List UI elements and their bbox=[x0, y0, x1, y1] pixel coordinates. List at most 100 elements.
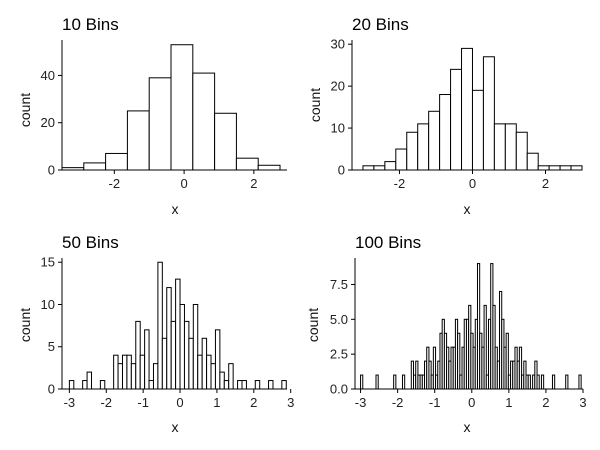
histogram-bar bbox=[362, 165, 375, 171]
histogram-bar bbox=[268, 380, 274, 390]
panel-100-bins: 100 Bins count x -3 -2 -1 0 1 2 3 0.0 2.5 5.0 7.5 bbox=[305, 233, 587, 435]
histogram-bar bbox=[428, 110, 441, 171]
x-tick-label: 1 bbox=[213, 395, 220, 410]
x-tick-label: 1 bbox=[505, 395, 512, 410]
x-tick-label: -2 bbox=[100, 395, 112, 410]
y-axis-title: count bbox=[305, 308, 321, 342]
histogram-bar bbox=[83, 162, 107, 171]
histogram-bar bbox=[281, 380, 287, 390]
x-tick-label: 0 bbox=[180, 176, 187, 191]
histogram-bar bbox=[515, 131, 528, 171]
x-tick-label: -2 bbox=[109, 176, 121, 191]
histogram-bar bbox=[144, 329, 150, 390]
histogram-bar bbox=[201, 337, 208, 390]
x-tick-label: -2 bbox=[394, 176, 406, 191]
y-tick-label: 2.5 bbox=[330, 347, 348, 362]
histogram-bar bbox=[482, 56, 495, 171]
histogram-bar bbox=[192, 303, 199, 390]
histogram-bar bbox=[148, 77, 172, 171]
histogram-bar bbox=[526, 152, 539, 171]
x-tick-label: 2 bbox=[250, 395, 257, 410]
histogram-bar bbox=[395, 148, 408, 171]
x-axis-title: x bbox=[172, 201, 179, 217]
histogram-bar bbox=[257, 164, 281, 171]
x-tick-label: 0 bbox=[469, 176, 476, 191]
histogram-bar bbox=[360, 374, 364, 390]
histogram-bar bbox=[179, 303, 185, 390]
x-tick-label: -2 bbox=[392, 395, 404, 410]
histogram-bar bbox=[126, 354, 132, 390]
panel-title: 100 Bins bbox=[355, 233, 421, 252]
x-axis-title: x bbox=[464, 419, 471, 435]
x-tick-label: 2 bbox=[250, 176, 257, 191]
histogram-bar bbox=[206, 354, 212, 390]
y-axis-title: count bbox=[17, 93, 33, 127]
histogram-bar bbox=[393, 374, 397, 390]
histogram-bar bbox=[170, 44, 194, 171]
histogram-bar bbox=[254, 380, 261, 390]
x-axis-title: x bbox=[172, 419, 179, 435]
histogram-bar bbox=[373, 165, 386, 171]
panel-title: 50 Bins bbox=[62, 233, 119, 252]
histogram-bar bbox=[161, 337, 168, 390]
histogram-bar bbox=[375, 374, 379, 390]
x-tick-label: -3 bbox=[64, 395, 76, 410]
histogram-bar bbox=[228, 363, 234, 390]
histogram-bar bbox=[565, 374, 569, 390]
y-tick-label: 10 bbox=[41, 297, 55, 312]
y-tick-label: 5 bbox=[48, 339, 55, 354]
y-axis-title: count bbox=[307, 88, 323, 122]
histogram-bar bbox=[86, 371, 93, 390]
histogram-bar bbox=[105, 152, 128, 171]
panel-title: 20 Bins bbox=[352, 15, 409, 34]
x-tick-label: -3 bbox=[355, 395, 367, 410]
histogram-bar bbox=[148, 380, 154, 390]
histogram-bar bbox=[570, 165, 583, 171]
y-tick-label: 7.5 bbox=[330, 277, 348, 292]
x-tick-label: 0 bbox=[468, 395, 475, 410]
histogram-bar bbox=[121, 354, 128, 390]
panel-title: 10 Bins bbox=[62, 15, 119, 34]
y-tick-label: 20 bbox=[41, 115, 55, 130]
histogram-bar bbox=[82, 380, 88, 390]
histogram-bar bbox=[175, 278, 181, 390]
histogram-bar bbox=[139, 354, 146, 390]
histogram-bar bbox=[439, 94, 452, 171]
histogram-bar bbox=[210, 363, 216, 390]
histogram-bar bbox=[384, 161, 397, 171]
histogram-bar bbox=[559, 165, 572, 171]
y-tick-label: 0 bbox=[48, 163, 55, 178]
histogram-bar bbox=[551, 374, 556, 390]
histogram-bar bbox=[235, 157, 259, 171]
histogram-bar bbox=[188, 337, 194, 390]
histogram-bar bbox=[241, 380, 247, 390]
histogram-bar bbox=[166, 287, 172, 390]
histogram-bar bbox=[406, 131, 419, 171]
x-tick-label: 0 bbox=[176, 395, 183, 410]
y-axis-title: count bbox=[17, 308, 33, 342]
histogram-bar bbox=[113, 354, 119, 390]
histogram-bar bbox=[152, 363, 159, 390]
y-tick-label: 15 bbox=[41, 255, 55, 270]
histogram-bar bbox=[537, 165, 550, 171]
x-tick-label: 2 bbox=[542, 176, 549, 191]
histogram-bar bbox=[135, 320, 141, 390]
x-tick-label: 2 bbox=[542, 395, 549, 410]
y-tick-label: 0 bbox=[338, 163, 345, 178]
y-tick-label: 0.0 bbox=[330, 382, 348, 397]
x-axis-title: x bbox=[464, 201, 471, 217]
y-tick-label: 5.0 bbox=[330, 312, 348, 327]
histogram-bar bbox=[197, 354, 203, 390]
histogram-bar bbox=[237, 380, 243, 390]
histogram-bar bbox=[461, 47, 473, 171]
histogram-bar bbox=[450, 68, 463, 171]
histogram-bar bbox=[401, 374, 406, 390]
histogram-bar bbox=[527, 374, 531, 390]
histogram-bar bbox=[548, 165, 561, 171]
x-tick-label: -1 bbox=[137, 395, 149, 410]
histogram-bar bbox=[126, 110, 150, 171]
histogram-bar bbox=[130, 363, 137, 390]
histogram-bar bbox=[99, 380, 106, 390]
